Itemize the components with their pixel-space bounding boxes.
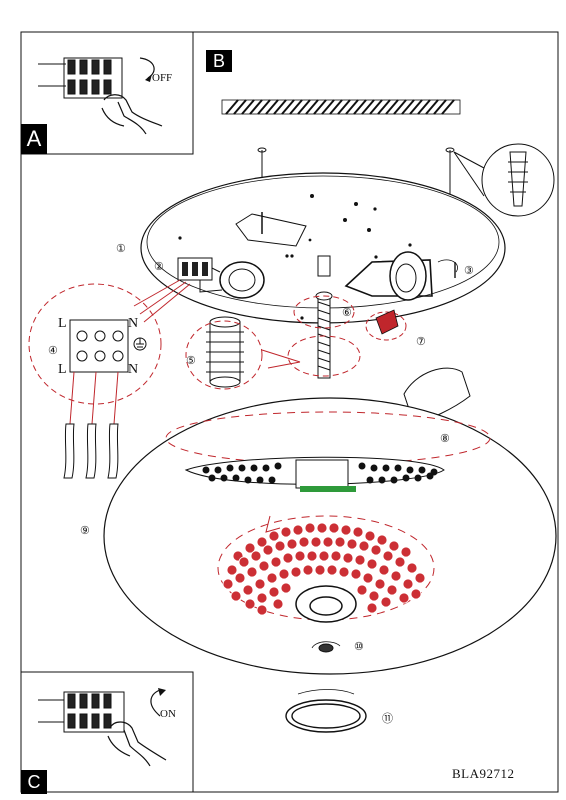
red-knob-icon <box>365 309 407 341</box>
step-7-label: ⑦ <box>416 336 426 348</box>
glass-shade <box>103 397 557 675</box>
panel-b-badge: B <box>206 50 232 72</box>
terminal-label-l-bottom: L <box>58 362 67 377</box>
panel-a-badge: A <box>21 124 47 154</box>
rotate-on-arrow-icon <box>150 689 161 717</box>
step-5-label: ⑤ <box>186 355 196 367</box>
page-frame <box>20 31 559 793</box>
hand-off-icon <box>101 94 163 135</box>
model-code: BLA92712 <box>452 766 515 781</box>
lamp-socket-right-icon <box>389 251 427 301</box>
panel-c-badge: C <box>21 770 47 794</box>
terminal-label-l-top: L <box>58 316 67 331</box>
panel-a <box>20 31 194 155</box>
finial-icon <box>318 643 334 653</box>
ring-cap-icon <box>285 689 367 733</box>
on-label: ON <box>160 708 176 720</box>
terminal-block-off-icon <box>38 57 123 99</box>
terminal-block-on-icon <box>38 691 125 733</box>
step-2-label: ② <box>154 261 164 273</box>
terminal-label-n-bottom: N <box>128 362 139 377</box>
wire-leads <box>133 279 191 323</box>
base-plate <box>140 172 506 324</box>
bushing-icon <box>206 316 244 388</box>
step-11-label: ⑪ <box>382 713 393 725</box>
terminal-label-n-top: N <box>128 316 139 331</box>
step-6-label: ⑥ <box>342 307 352 319</box>
wall-plug-detail-icon <box>453 143 555 217</box>
step-9-label: ⑨ <box>80 525 90 537</box>
threaded-rod-icon <box>315 291 333 379</box>
step-1-label: ① <box>116 243 126 255</box>
off-label: OFF <box>152 72 173 84</box>
hand-on-icon <box>107 721 167 767</box>
panel-c <box>20 671 194 793</box>
bottom-fitting-icon <box>295 585 357 623</box>
crystal-field-red <box>222 522 426 616</box>
step-4-label: ④ <box>48 345 58 357</box>
lamp-socket-left-icon <box>219 261 265 299</box>
terminal-detail <box>28 283 162 479</box>
step-10-label: ⑩ <box>354 641 364 653</box>
step-3-label: ③ <box>464 265 474 277</box>
step-8-label: ⑧ <box>440 433 450 445</box>
ceiling-hatch-icon <box>221 99 461 115</box>
crystal-rows-inner <box>202 462 438 484</box>
